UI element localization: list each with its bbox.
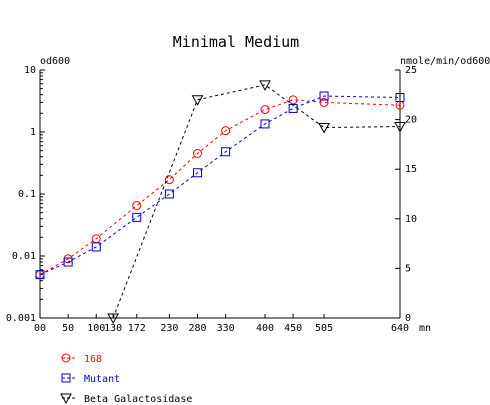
data-point: [61, 353, 71, 363]
series-line: [39, 99, 401, 276]
data-point: [319, 97, 329, 107]
x-tick-label: 330: [217, 323, 235, 334]
data-point: [35, 270, 45, 280]
x-tick-label: 172: [128, 323, 146, 334]
data-point: [259, 80, 271, 91]
x-tick-label: 280: [188, 323, 206, 334]
data-point: [164, 189, 174, 199]
x-tick-label: 450: [284, 323, 302, 334]
data-point: [91, 242, 101, 252]
left-tick-label: 0.01: [12, 251, 36, 262]
right-tick-label: 20: [405, 115, 417, 126]
series-line: [39, 95, 401, 276]
data-point: [318, 123, 330, 134]
legend-label: 168: [84, 354, 102, 365]
x-unit-label: mn: [419, 323, 431, 334]
legend-label: Beta Galactosidase: [84, 394, 192, 405]
data-point: [61, 373, 71, 383]
data-point: [260, 119, 270, 129]
legend: 168 Mutant Beta Galactosidase: [60, 353, 192, 405]
right-tick-label: 10: [405, 214, 417, 225]
x-tick-label: 50: [62, 323, 74, 334]
x-tick-label: 00: [34, 323, 46, 334]
series-line: [112, 84, 401, 319]
data-point: [193, 168, 202, 178]
x-tick-label: 130: [104, 323, 122, 334]
x-tick-label: 640: [391, 323, 409, 334]
chart-title: Minimal Medium: [173, 33, 299, 51]
data-point: [107, 313, 119, 325]
data-point: [221, 126, 231, 136]
data-point: [60, 393, 72, 405]
x-tick-label: 230: [160, 323, 178, 334]
left-axis-label: od600: [40, 56, 70, 67]
data-point: [319, 91, 329, 101]
right-tick-label: 5: [405, 263, 411, 274]
data-point: [191, 95, 204, 106]
right-tick-label: 25: [405, 65, 417, 76]
data-point: [395, 93, 405, 103]
data-point: [132, 201, 142, 211]
data-point: [260, 105, 270, 115]
data-point: [63, 257, 73, 267]
left-tick-label: 1: [30, 127, 36, 138]
data-point: [193, 149, 202, 159]
x-tick-label: 505: [315, 323, 333, 334]
data-point: [164, 175, 174, 185]
right-tick-label: 0: [405, 313, 411, 324]
right-axis-label: nmole/min/od600: [400, 56, 490, 67]
right-tick-label: 15: [405, 164, 417, 175]
data-point: [132, 212, 142, 222]
data-point: [221, 147, 231, 157]
left-tick-label: 0.1: [18, 189, 36, 200]
data-point: [394, 122, 406, 133]
x-tick-label: 100: [87, 323, 105, 334]
left-tick-label: 0.001: [6, 313, 36, 324]
legend-label: Mutant: [84, 374, 120, 385]
x-tick-label: 400: [256, 323, 274, 334]
left-tick-label: 10: [24, 65, 36, 76]
data-point: [288, 95, 298, 105]
